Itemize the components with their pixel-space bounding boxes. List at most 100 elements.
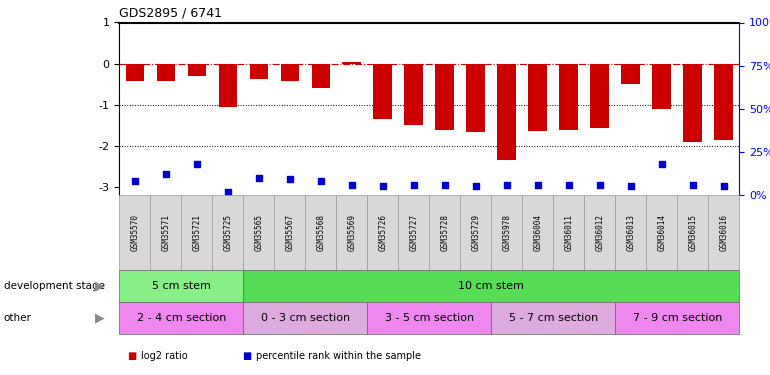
Bar [373,64,392,119]
Bar [336,195,367,270]
Point [531,182,544,188]
Bar [522,195,553,270]
Text: GSM35569: GSM35569 [347,214,357,251]
Bar [591,64,609,129]
Point [191,161,203,167]
Point [315,178,327,184]
Bar [367,302,491,334]
Point [253,175,265,181]
Bar [119,195,150,270]
Bar [491,195,522,270]
Bar [219,64,237,107]
Bar [280,64,299,81]
Point [624,183,637,189]
Text: 2 - 4 cm section: 2 - 4 cm section [136,313,226,323]
Point [377,183,389,189]
Bar [584,195,615,270]
Bar [553,195,584,270]
Text: GSM35978: GSM35978 [502,214,511,251]
Bar [119,302,243,334]
Bar [715,64,733,140]
Text: GSM35568: GSM35568 [316,214,325,251]
Text: percentile rank within the sample: percentile rank within the sample [256,351,421,361]
Bar [615,302,739,334]
Text: GDS2895 / 6741: GDS2895 / 6741 [119,7,223,20]
Point [407,182,420,188]
Text: GSM35728: GSM35728 [440,214,449,251]
Text: ■: ■ [243,351,252,361]
Point [655,161,668,167]
Text: GSM36004: GSM36004 [534,214,542,251]
Bar [367,195,398,270]
Bar [243,302,367,334]
Bar [652,64,671,109]
Bar [615,195,646,270]
Point [129,178,141,184]
Text: 7 - 9 cm section: 7 - 9 cm section [632,313,722,323]
Text: GSM36011: GSM36011 [564,214,573,251]
Bar [467,64,485,132]
Point [563,182,575,188]
Point [500,182,513,188]
Text: GSM36014: GSM36014 [658,214,666,251]
Text: GSM35725: GSM35725 [223,214,233,251]
Text: GSM35571: GSM35571 [162,214,170,251]
Text: GSM35721: GSM35721 [192,214,201,251]
Bar [398,195,430,270]
Bar [305,195,336,270]
Text: 0 - 3 cm section: 0 - 3 cm section [261,313,350,323]
Point [159,171,172,177]
Bar [243,270,739,302]
Text: 5 - 7 cm section: 5 - 7 cm section [509,313,598,323]
Text: GSM36012: GSM36012 [595,214,604,251]
Point [718,183,730,189]
Text: GSM35726: GSM35726 [378,214,387,251]
Point [687,182,699,188]
Point [594,182,606,188]
Bar [119,270,243,302]
Text: ■: ■ [127,351,136,361]
Text: GSM36013: GSM36013 [626,214,635,251]
Text: ▶: ▶ [95,279,105,292]
Point [346,182,358,188]
Bar [156,64,175,81]
Bar [560,64,578,130]
Bar [243,195,274,270]
Bar [646,195,677,270]
Bar [528,64,547,131]
Bar [312,64,330,88]
Point [439,182,451,188]
Text: GSM35729: GSM35729 [471,214,480,251]
Bar [677,195,708,270]
Bar [684,64,702,142]
Text: GSM35727: GSM35727 [410,214,418,251]
Text: 3 - 5 cm section: 3 - 5 cm section [385,313,474,323]
Bar [213,195,243,270]
Point [222,189,234,195]
Text: GSM35570: GSM35570 [130,214,139,251]
Bar [491,302,615,334]
Text: GSM35565: GSM35565 [254,214,263,251]
Text: 10 cm stem: 10 cm stem [458,281,524,291]
Bar [460,195,491,270]
Bar [404,64,423,125]
Bar [188,64,206,76]
Bar [621,64,640,84]
Point [283,177,296,183]
Bar [249,64,268,79]
Text: GSM36016: GSM36016 [719,214,728,251]
Text: log2 ratio: log2 ratio [141,351,188,361]
Bar [126,64,144,81]
Text: ▶: ▶ [95,311,105,324]
Text: development stage: development stage [4,281,105,291]
Bar [497,64,516,160]
Bar [343,62,361,64]
Point [470,183,482,189]
Text: 5 cm stem: 5 cm stem [152,281,211,291]
Bar [181,195,213,270]
Bar [430,195,460,270]
Bar [150,195,182,270]
Bar [436,64,454,130]
Text: other: other [4,313,32,323]
Bar [274,195,305,270]
